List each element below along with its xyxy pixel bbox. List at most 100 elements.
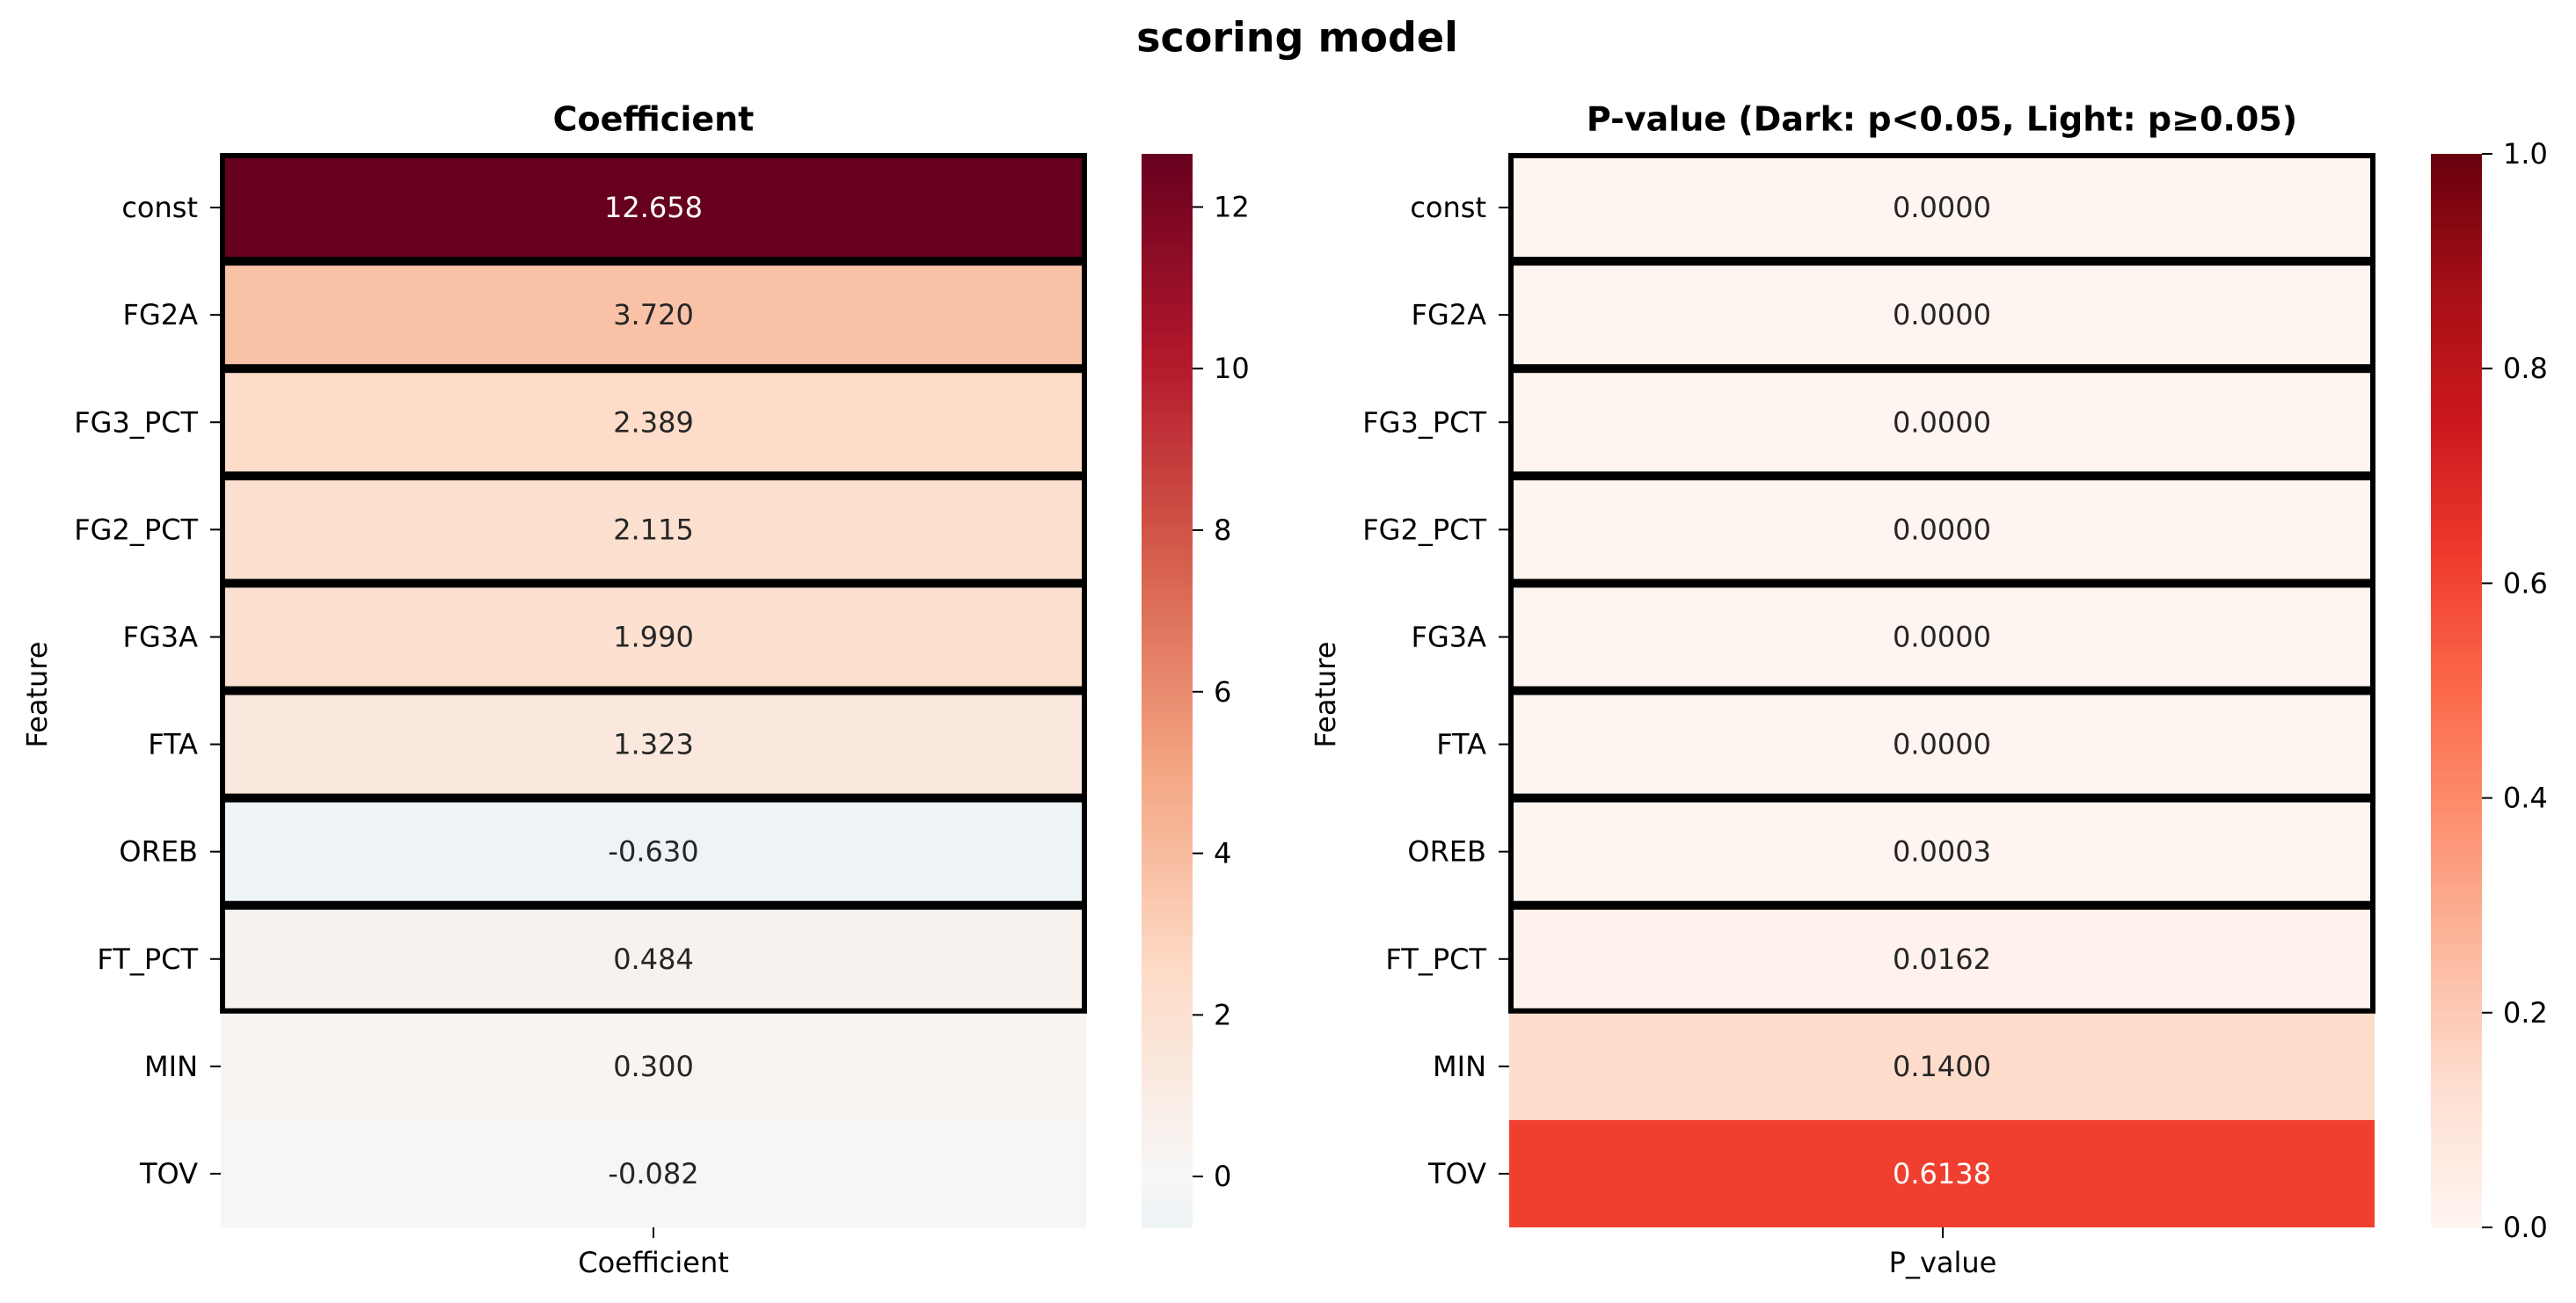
heatmap-cell-const	[1509, 154, 2375, 262]
colorbar-segment	[2431, 540, 2482, 547]
colorbar-segment	[1142, 368, 1193, 375]
heatmap-cell-const	[221, 154, 1086, 262]
cell-value-label: 0.6138	[1893, 1157, 1991, 1190]
colorbar-segment	[1142, 550, 1193, 557]
heatmap-cell-fg2a	[1509, 261, 2375, 369]
colorbar-segment	[2431, 529, 2482, 536]
colorbar-segment	[1142, 1141, 1193, 1148]
colorbar-segment	[1142, 1119, 1193, 1126]
colorbar-segment	[2431, 642, 2482, 649]
colorbar-segment	[2431, 754, 2482, 761]
colorbar-segment	[2431, 1141, 2482, 1148]
colorbar-segment	[1142, 1131, 1193, 1137]
colorbar-segment	[2431, 1221, 2482, 1228]
colorbar-segment	[1142, 213, 1193, 219]
colorbar-segment	[1142, 303, 1193, 310]
colorbar-segment	[2431, 186, 2482, 193]
colorbar-segment	[1142, 1098, 1193, 1105]
cell-value-label: 0.1400	[1893, 1050, 1991, 1083]
colorbar-segment	[1142, 164, 1193, 171]
y-tick-label: FG3A	[1412, 620, 1487, 653]
colorbar-segment	[2431, 835, 2482, 842]
colorbar-segment	[2431, 631, 2482, 638]
colorbar-segment	[1142, 1146, 1193, 1154]
heatmap-cell-tov	[1509, 1119, 2375, 1227]
colorbar-segment	[2431, 986, 2482, 992]
colorbar-segment	[2431, 1114, 2482, 1121]
colorbar-segment	[1142, 454, 1193, 461]
colorbar-segment	[2431, 652, 2482, 659]
significance-border	[220, 904, 1087, 1014]
colorbar-segment	[2431, 454, 2482, 461]
y-tick-label: FG2_PCT	[1362, 513, 1486, 546]
colorbar-segment	[1142, 1103, 1193, 1110]
colorbar-segment	[2431, 384, 2482, 391]
colorbar-segment	[2431, 1168, 2482, 1175]
colorbar-segment	[1142, 1045, 1193, 1052]
colorbar-segment	[1142, 599, 1193, 606]
colorbar-segment	[1142, 825, 1193, 831]
significance-border	[1508, 689, 2375, 799]
colorbar-tick-label: 0.4	[2503, 782, 2548, 815]
colorbar-segment	[1142, 1017, 1193, 1024]
colorbar-segment	[1142, 856, 1193, 863]
colorbar-segment	[1142, 1114, 1193, 1121]
colorbar-segment	[2431, 1103, 2482, 1110]
cell-value-label: 0.0162	[1893, 943, 1991, 976]
colorbar-segment	[1142, 1060, 1193, 1067]
colorbar-segment	[2431, 1211, 2482, 1218]
colorbar-segment	[2431, 207, 2482, 214]
colorbar-segment	[1142, 964, 1193, 971]
colorbar-segment	[1142, 524, 1193, 530]
heatmap-cell-fg2-pct	[1509, 476, 2375, 584]
y-axis-label: Feature	[1309, 642, 1342, 748]
colorbar-segment	[1142, 669, 1193, 675]
significance-border	[1508, 904, 2375, 1014]
colorbar-segment	[2431, 363, 2482, 369]
colorbar-segment	[2431, 272, 2482, 279]
heatmap-cell-fg3-pct	[1509, 368, 2375, 477]
heatmap-cell-ft-pct	[221, 905, 1086, 1013]
heatmap-cell-min	[1509, 1012, 2375, 1120]
colorbar-segment	[2431, 218, 2482, 224]
colorbar-segment	[1142, 465, 1193, 471]
colorbar-segment	[1142, 1184, 1193, 1190]
colorbar-segment	[2431, 325, 2482, 332]
colorbar-segment	[2431, 1146, 2482, 1154]
colorbar-segment	[1142, 958, 1193, 965]
cell-value-label: -0.082	[608, 1157, 698, 1190]
colorbar-segment	[2431, 1023, 2482, 1030]
colorbar-segment	[1142, 626, 1193, 632]
colorbar-segment	[1142, 1216, 1193, 1223]
colorbar-segment	[2431, 626, 2482, 632]
colorbar-segment	[1142, 346, 1193, 353]
colorbar-segment	[2431, 1162, 2482, 1169]
colorbar-segment	[1142, 637, 1193, 644]
colorbar-segment	[2431, 851, 2482, 858]
colorbar-segment	[2431, 899, 2482, 906]
colorbar-segment	[1142, 374, 1193, 381]
colorbar-segment	[2431, 443, 2482, 450]
colorbar-segment	[1142, 652, 1193, 659]
colorbar-segment	[1142, 1007, 1193, 1014]
colorbar-tick-label: 4	[1214, 837, 1231, 870]
colorbar-segment	[1142, 986, 1193, 992]
colorbar-segment	[2431, 921, 2482, 928]
colorbar-segment	[2431, 663, 2482, 670]
colorbar-segment	[2431, 379, 2482, 386]
colorbar-segment	[2431, 201, 2482, 208]
colorbar-segment	[2431, 1131, 2482, 1137]
colorbar-segment	[2431, 937, 2482, 944]
colorbar-tick-label: 2	[1214, 998, 1231, 1031]
colorbar-segment	[1142, 846, 1193, 853]
colorbar-tick-label: 6	[1214, 675, 1231, 709]
significance-border	[1508, 368, 2375, 477]
colorbar-segment	[2431, 894, 2482, 901]
colorbar-segment	[1142, 1221, 1193, 1228]
colorbar-segment	[1142, 556, 1193, 563]
colorbar-segment	[2431, 513, 2482, 520]
colorbar-segment	[1142, 1168, 1193, 1175]
colorbar-segment	[2431, 964, 2482, 971]
colorbar-segment	[1142, 154, 1193, 160]
